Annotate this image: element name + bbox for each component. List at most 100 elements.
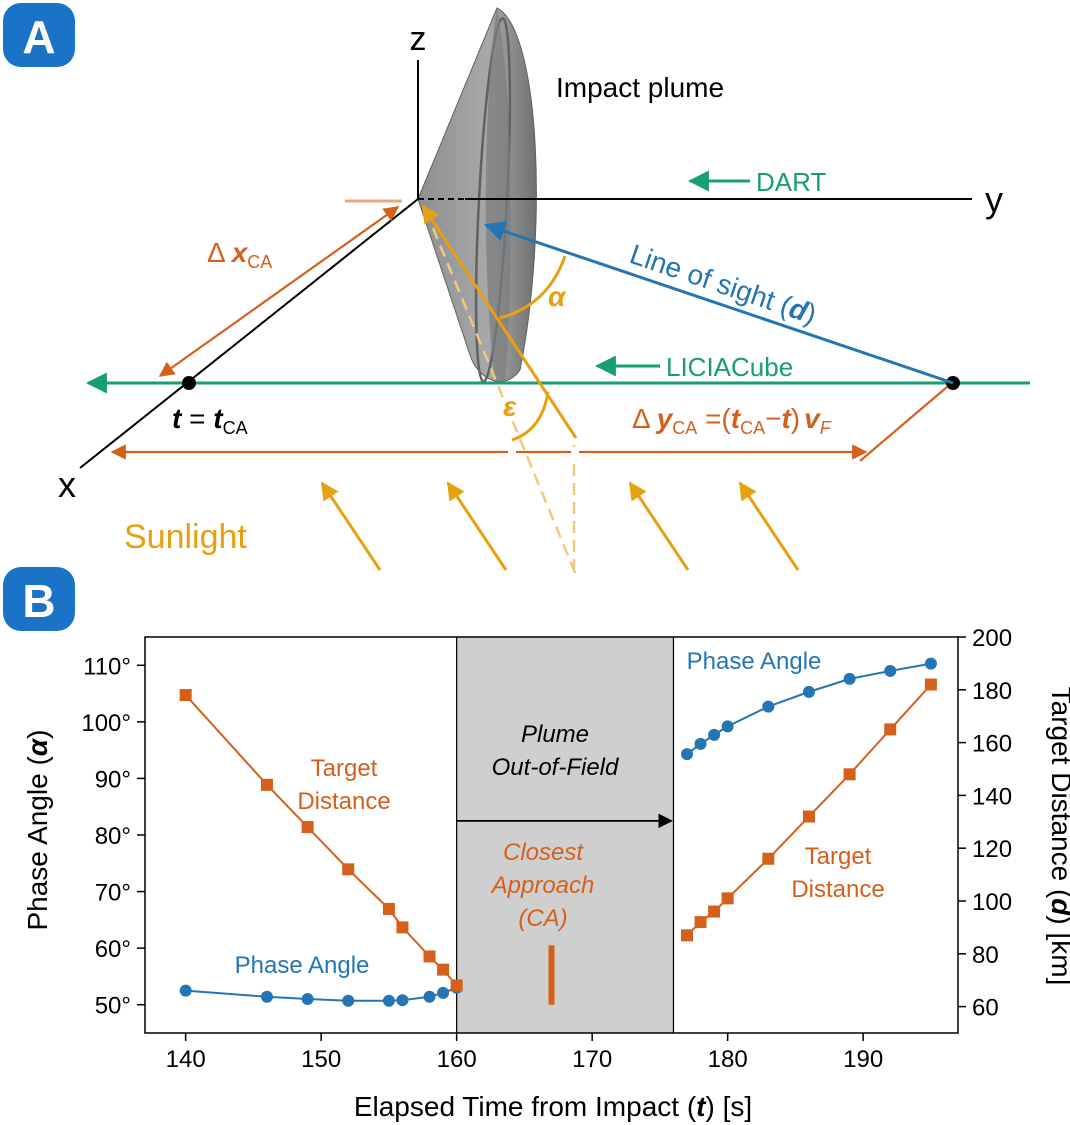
- right-target-distance-1: Target: [805, 843, 872, 870]
- delta-y-gap-1: [508, 447, 516, 457]
- y2-tick-label-120: 120: [972, 836, 1012, 863]
- plume-out-of-field-region: [456, 637, 674, 1033]
- y2-tick-label-200: 200: [972, 625, 1012, 652]
- series-2-point-3: [721, 720, 734, 733]
- badge-b-label: B: [22, 575, 55, 627]
- y-tick-label-50: 50°: [95, 993, 131, 1020]
- sunlight-arrow-2: [446, 481, 508, 571]
- y-ticks-right: 60 80 100 120 140 160 180 200: [958, 625, 1012, 1022]
- x-tick-label-160: 160: [437, 1046, 477, 1073]
- series-2-point-7: [884, 664, 897, 677]
- series-1-point-7: [437, 963, 450, 976]
- series-1-line: [184, 694, 458, 987]
- series-2-point-5: [802, 685, 815, 698]
- y-tick-label-80: 80°: [95, 823, 131, 850]
- series-0-point-3: [342, 994, 355, 1007]
- epsilon-label: ε: [503, 391, 517, 422]
- y2-tick-label-180: 180: [972, 678, 1012, 705]
- series-3-point-0: [681, 929, 693, 942]
- y-axis-left-title: Phase Angle (α): [22, 729, 53, 930]
- plume-inner-shade: [485, 8, 511, 382]
- series-1-point-1: [260, 778, 273, 791]
- series-2-line: [686, 662, 932, 755]
- x-tick-label-190: 190: [843, 1046, 883, 1073]
- epsilon-arc: [511, 391, 550, 442]
- series-2-point-6: [843, 672, 856, 685]
- series-0-point-6: [423, 990, 436, 1003]
- sunlight-arrow-1: [320, 481, 382, 571]
- series-0-point-7: [437, 986, 450, 999]
- sunlight-label: Sunlight: [124, 518, 247, 556]
- y2-tick-label-100: 100: [972, 889, 1012, 916]
- series-3-point-2: [708, 905, 721, 918]
- series-1-point-4: [382, 902, 395, 915]
- series-3-point-4: [762, 852, 775, 865]
- left-phase-angle-label: Phase Angle: [235, 952, 370, 979]
- series-0-point-2: [301, 993, 314, 1006]
- z-axis-label: z: [410, 20, 427, 58]
- badge-a: [3, 3, 75, 67]
- closest-line3: (CA): [518, 905, 567, 932]
- series-3-point-1: [694, 916, 707, 929]
- series-3-point-5: [802, 810, 815, 823]
- series-1-point-5: [396, 921, 409, 934]
- sun-ray-to-origin: [421, 204, 578, 439]
- series-3-point-3: [721, 892, 734, 905]
- y2-tick-label-140: 140: [972, 783, 1012, 810]
- series-3-point-7: [884, 723, 897, 736]
- y-tick-label-60: 60°: [95, 936, 131, 963]
- y2-tick-label-160: 160: [972, 731, 1012, 758]
- y-tick-label-100: 100°: [81, 710, 131, 737]
- plume-axis-dashed: [431, 227, 578, 576]
- series-0-point-4: [382, 994, 395, 1007]
- series-0-point-1: [260, 990, 273, 1003]
- x-tick-label-150: 150: [301, 1046, 341, 1073]
- line-of-sight-label: Line of sight (d): [626, 238, 820, 330]
- closest-line2: Approach: [490, 872, 595, 899]
- line-of-sight-arrow: [484, 221, 954, 385]
- y-tick-label-70: 70°: [95, 880, 131, 907]
- series-2-point-0: [681, 748, 693, 761]
- liciacube-label: LICIACube: [666, 352, 793, 382]
- series-0-point-5: [396, 994, 409, 1007]
- badge-b: [3, 567, 75, 631]
- y2-tick-label-60: 60: [972, 995, 999, 1022]
- y-axis-right-title: Target Distance (d) [km]: [1046, 687, 1070, 986]
- panel-b: B 140 150 160 170 180 190 50° 60° 70° 80° 90° 100°…: [3, 567, 1070, 1122]
- x-tick-label-180: 180: [708, 1046, 748, 1073]
- impact-plume-label: Impact plume: [556, 72, 724, 103]
- left-target-distance-1: Target: [311, 755, 378, 782]
- y-tick-label-110: 110°: [83, 653, 131, 680]
- x-axis-label: x: [58, 464, 76, 505]
- x-axis: [79, 198, 419, 469]
- series-layer: [179, 657, 937, 1007]
- y-ticks-left: 50° 60° 70° 80° 90° 100° 110°: [81, 653, 145, 1020]
- x-ticks: 140 150 160 170 180 190: [166, 1033, 883, 1073]
- series-0-line: [185, 986, 458, 1002]
- delta-x-arrow: [158, 206, 400, 377]
- delta-y-gap-2: [571, 447, 579, 457]
- sunlight-arrow-4: [738, 481, 800, 571]
- plume-oof-line2: Out-of-Field: [492, 754, 619, 781]
- x-axis-title: Elapsed Time from Impact (t) [s]: [354, 1091, 752, 1122]
- series-2-point-8: [924, 657, 937, 670]
- closest-line1: Closest: [503, 839, 584, 866]
- ca-point: [182, 376, 196, 390]
- series-0-point-0: [179, 984, 192, 997]
- y-axis-label: y: [985, 179, 1003, 220]
- series-2-point-4: [762, 700, 775, 713]
- plume-oof-line1: Plume: [521, 721, 589, 748]
- series-3-point-8: [924, 678, 937, 691]
- series-2-point-2: [708, 728, 721, 741]
- y2-tick-label-80: 80: [972, 942, 999, 969]
- right-target-distance-2: Distance: [791, 876, 884, 903]
- left-target-distance-2: Distance: [297, 788, 390, 815]
- series-1-point-0: [179, 689, 192, 702]
- badge-a-label: A: [22, 11, 55, 63]
- series-3-point-6: [843, 768, 856, 781]
- sunlight-arrow-3: [628, 481, 690, 571]
- series-1-point-2: [301, 821, 314, 834]
